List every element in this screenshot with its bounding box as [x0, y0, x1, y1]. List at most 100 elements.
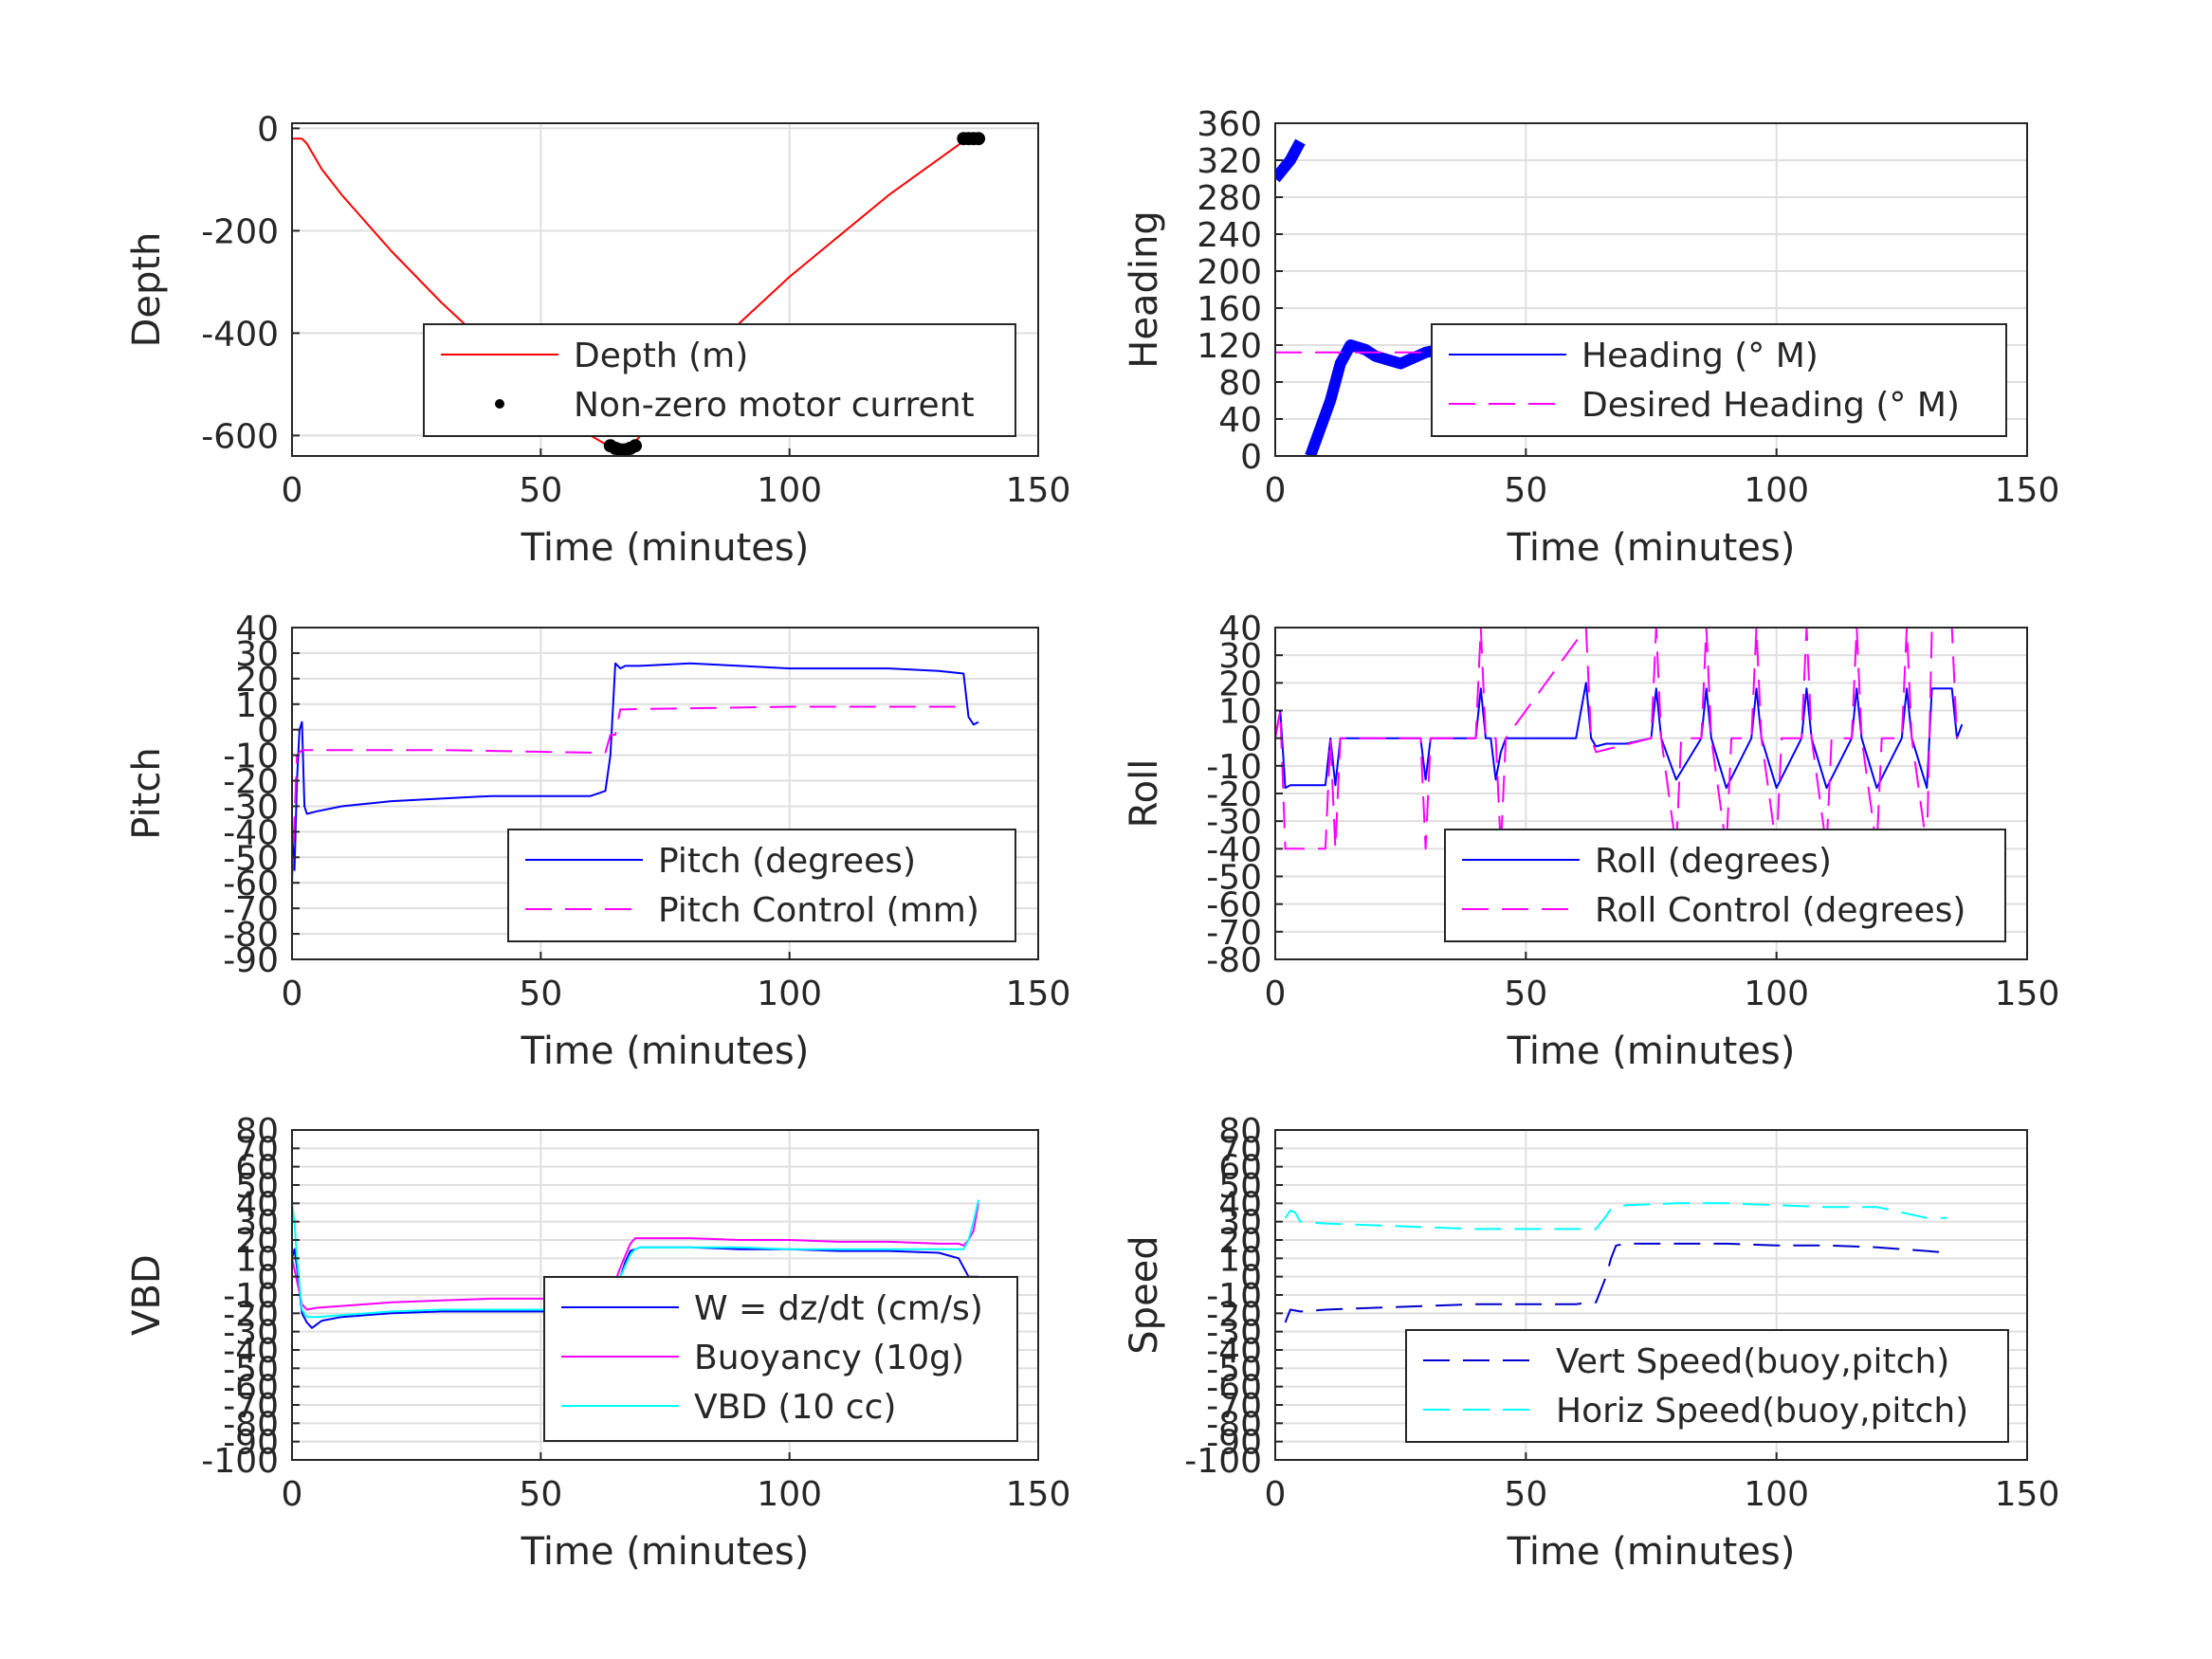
y-tick-label: 40 — [235, 1185, 279, 1224]
series-group — [292, 662, 979, 884]
y-tick-label: -60 — [223, 865, 279, 903]
y-tick-label: 40 — [1218, 610, 1262, 648]
y-tick-label: 40 — [235, 610, 279, 648]
axes-box — [291, 122, 1039, 457]
legend-entry: Vert Speed(buoy,pitch) — [1556, 1342, 1949, 1381]
y-tick-label: 10 — [235, 686, 279, 725]
x-tick-label: 150 — [1006, 1475, 1071, 1514]
series-line-0 — [292, 662, 979, 871]
y-tick-label: -30 — [1206, 803, 1262, 842]
y-tick-label: -10 — [223, 738, 279, 776]
legend-entry: Roll Control (degrees) — [1595, 891, 1965, 930]
legend-entry: Pitch (degrees) — [658, 842, 916, 881]
y-axis-label: VBD — [125, 1254, 169, 1336]
y-tick-label: 0 — [1240, 438, 1262, 477]
x-tick-label: 0 — [1265, 975, 1287, 1013]
y-tick-label: 0 — [1240, 720, 1262, 759]
series-line-1 — [1275, 628, 1958, 850]
series-line-0 — [1284, 1242, 1947, 1323]
legend-entry: Depth (m) — [574, 337, 748, 375]
y-tick-label: 20 — [235, 1222, 279, 1261]
legend-box — [1444, 829, 2006, 942]
y-tick-label: 10 — [1218, 693, 1262, 732]
x-tick-label: 50 — [519, 975, 562, 1013]
x-tick-label: 0 — [282, 1475, 303, 1514]
x-tick-label: 50 — [519, 1475, 562, 1514]
series-group — [292, 132, 986, 456]
y-tick-label: -10 — [1206, 748, 1262, 787]
x-tick-label: 50 — [519, 471, 562, 510]
y-tick-label: 120 — [1197, 327, 1262, 366]
y-tick-label: -50 — [223, 839, 279, 878]
y-tick-label: -20 — [1206, 1295, 1262, 1334]
y-tick-label: 200 — [1197, 253, 1262, 292]
series-line-0 — [292, 137, 964, 451]
legend-box — [543, 1276, 1018, 1442]
x-tick-label: 150 — [1006, 975, 1071, 1013]
y-tick-label: -30 — [223, 1314, 279, 1353]
y-tick-label: -60 — [1206, 1369, 1262, 1408]
y-tick-label: 40 — [1218, 1185, 1262, 1224]
x-tick-label: 100 — [1744, 975, 1809, 1013]
y-tick-label: -40 — [223, 813, 279, 852]
series-point — [972, 132, 986, 146]
y-tick-label: -60 — [223, 1369, 279, 1408]
y-tick-label: -60 — [1206, 886, 1262, 925]
x-tick-label: 0 — [282, 975, 303, 1013]
x-tick-label: 100 — [1744, 471, 1809, 510]
y-tick-label: -80 — [1206, 1405, 1262, 1444]
y-tick-label: 80 — [1218, 364, 1262, 403]
y-tick-label: -90 — [223, 941, 279, 980]
y-tick-label: 240 — [1197, 216, 1262, 255]
y-tick-label: -400 — [201, 315, 279, 354]
x-axis-label: Time (minutes) — [1507, 1530, 1796, 1574]
y-tick-label: 70 — [1218, 1130, 1262, 1169]
legend-box — [1431, 323, 2007, 437]
legend: Vert Speed(buoy,pitch) Horiz Speed(buoy,p… — [1405, 1329, 2009, 1443]
legend: Heading (° M) Desired Heading (° M) — [1431, 323, 2007, 437]
y-tick-label: -80 — [223, 1405, 279, 1444]
x-tick-label: 100 — [757, 1475, 822, 1514]
y-tick-label: -70 — [1206, 1387, 1262, 1426]
y-tick-label: -20 — [1206, 775, 1262, 814]
y-tick-label: 360 — [1197, 105, 1262, 144]
axes-box — [1274, 122, 2028, 457]
legend-box — [507, 829, 1016, 942]
y-tick-label: 30 — [235, 1204, 279, 1243]
y-tick-label: 40 — [1218, 401, 1262, 440]
x-axis-label: Time (minutes) — [521, 1030, 810, 1073]
x-tick-label: 150 — [1995, 975, 2060, 1013]
y-tick-label: -100 — [1184, 1442, 1262, 1481]
y-tick-label: 10 — [1218, 1240, 1262, 1279]
y-tick-label: -80 — [223, 916, 279, 955]
y-tick-label: 160 — [1197, 290, 1262, 329]
y-tick-label: -50 — [1206, 859, 1262, 898]
y-tick-label: 50 — [235, 1167, 279, 1206]
y-axis-label: Pitch — [125, 747, 169, 839]
y-tick-label: -70 — [223, 890, 279, 929]
x-tick-label: 150 — [1995, 471, 2060, 510]
y-axis-label: Roll — [1123, 759, 1166, 829]
chart-panel-speed: 0 50 100 15080706050403020100-10-20-30-40-5… — [1123, 1112, 2059, 1574]
x-tick-label: 150 — [1006, 471, 1071, 510]
y-tick-label: -10 — [223, 1277, 279, 1316]
x-tick-label: 150 — [1995, 1475, 2060, 1514]
y-tick-label: -30 — [223, 788, 279, 827]
y-tick-label: 80 — [235, 1112, 279, 1151]
legend-box — [1405, 1329, 2009, 1443]
legend-box — [423, 323, 1016, 437]
y-tick-label: 320 — [1197, 142, 1262, 181]
y-tick-label: -20 — [223, 1295, 279, 1334]
legend-entry: Pitch Control (mm) — [658, 891, 979, 930]
legend: Roll (degrees) Roll Control (degrees) — [1444, 829, 2006, 942]
legend-entry: Buoyancy (10g) — [694, 1339, 964, 1377]
y-tick-label: -600 — [201, 417, 279, 456]
y-tick-label: 20 — [1218, 665, 1262, 703]
x-tick-label: 100 — [1744, 1475, 1809, 1514]
legend-entry: VBD (10 cc) — [694, 1388, 896, 1427]
x-tick-label: 50 — [1504, 975, 1547, 1013]
series-group — [1284, 1202, 1947, 1323]
legend-entry: W = dz/dt (cm/s) — [694, 1289, 983, 1328]
y-tick-label: -70 — [1206, 914, 1262, 953]
